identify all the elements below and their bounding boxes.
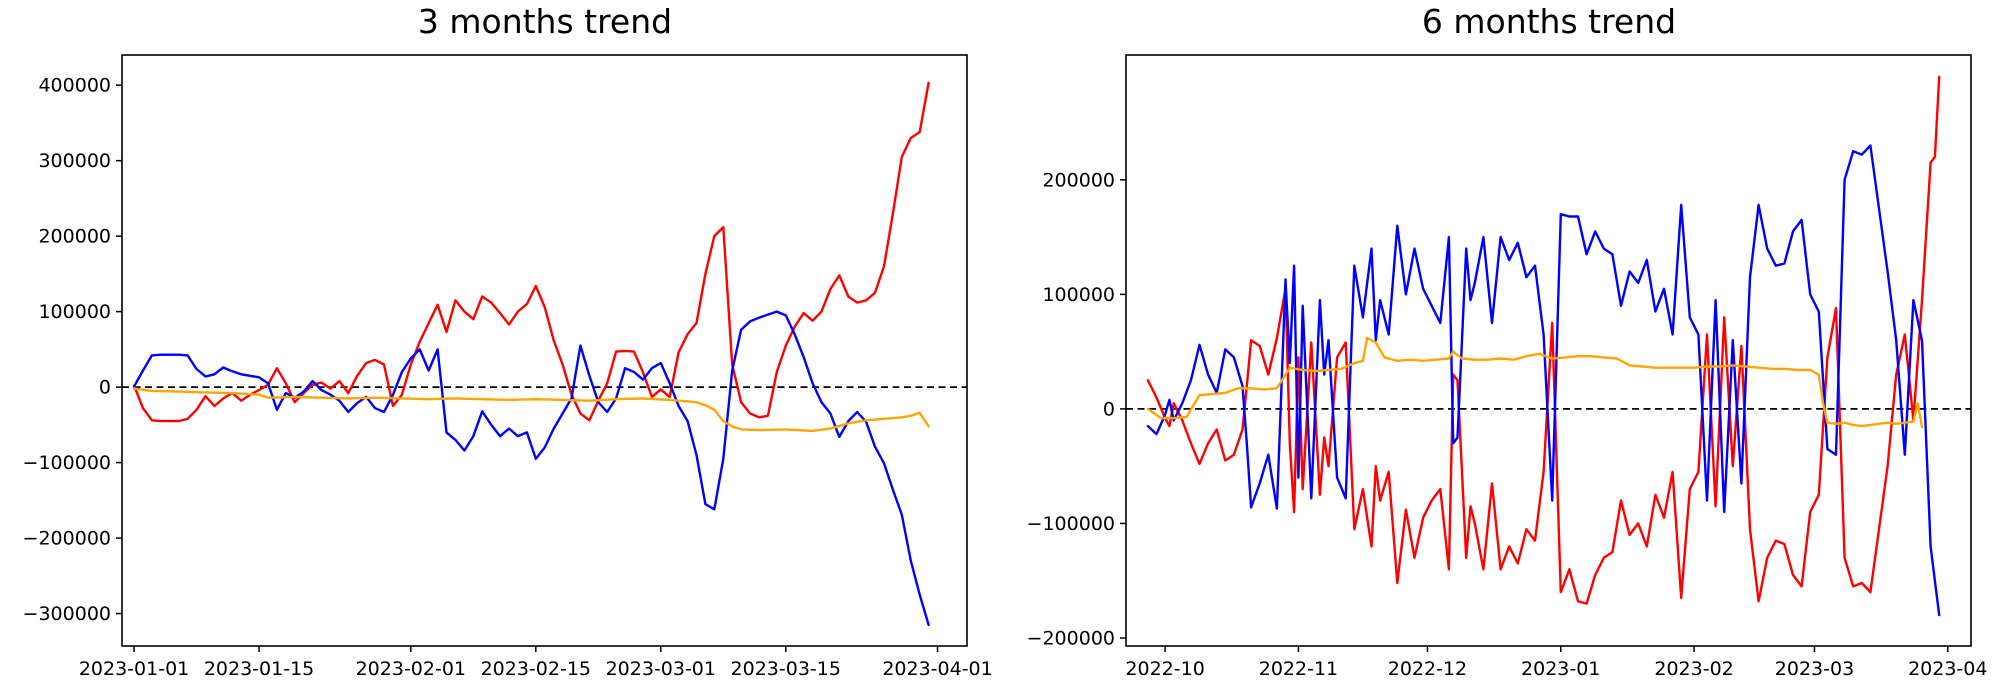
orange-series-line (132, 387, 930, 433)
y-tick-label: 200000 (1042, 169, 1115, 191)
y-tick-label: 200000 (38, 226, 111, 248)
y-tick-label: −200000 (23, 528, 111, 550)
red-series-line (1146, 75, 1941, 605)
x-tick-label: 2023-01-01 (79, 658, 189, 680)
y-tick-label: −300000 (23, 603, 111, 625)
x-tick-label: 2023-03 (1775, 658, 1854, 680)
red-series-line (132, 81, 930, 423)
x-tick-label: 2023-04 (1908, 658, 1987, 680)
y-tick-label: −100000 (23, 452, 111, 474)
y-tick-label: 0 (99, 377, 111, 399)
x-tick-label: 2023-03-01 (606, 658, 716, 680)
x-tick-label: 2022-10 (1125, 658, 1204, 680)
blue-series-line (132, 310, 930, 627)
plot-border (1125, 54, 1972, 647)
y-tick-label: 300000 (38, 150, 111, 172)
y-tick-label: 400000 (38, 75, 111, 97)
x-tick-label: 2022-12 (1388, 658, 1467, 680)
x-tick-label: 2023-01 (1521, 658, 1600, 680)
x-tick-label: 2023-02-15 (481, 658, 591, 680)
blue-series-line (1146, 144, 1941, 617)
x-tick-label: 2023-03-15 (731, 658, 841, 680)
plot-border (121, 54, 968, 647)
y-tick-label: −200000 (1027, 627, 1115, 649)
y-tick-label: 100000 (38, 301, 111, 323)
x-tick-label: 2022-11 (1259, 658, 1338, 680)
y-tick-label: −100000 (1027, 513, 1115, 535)
chart-title-3-months: 3 months trend (417, 2, 673, 41)
x-tick-label: 2023-02 (1654, 658, 1733, 680)
x-tick-label: 2023-01-15 (204, 658, 314, 680)
x-tick-label: 2023-02-01 (356, 658, 466, 680)
orange-series-line (1146, 336, 1924, 429)
y-tick-label: 100000 (1042, 284, 1115, 306)
chart-title-6-months: 6 months trend (1421, 2, 1677, 41)
x-tick-label: 2023-04-01 (882, 658, 992, 680)
y-tick-label: 0 (1103, 398, 1115, 420)
